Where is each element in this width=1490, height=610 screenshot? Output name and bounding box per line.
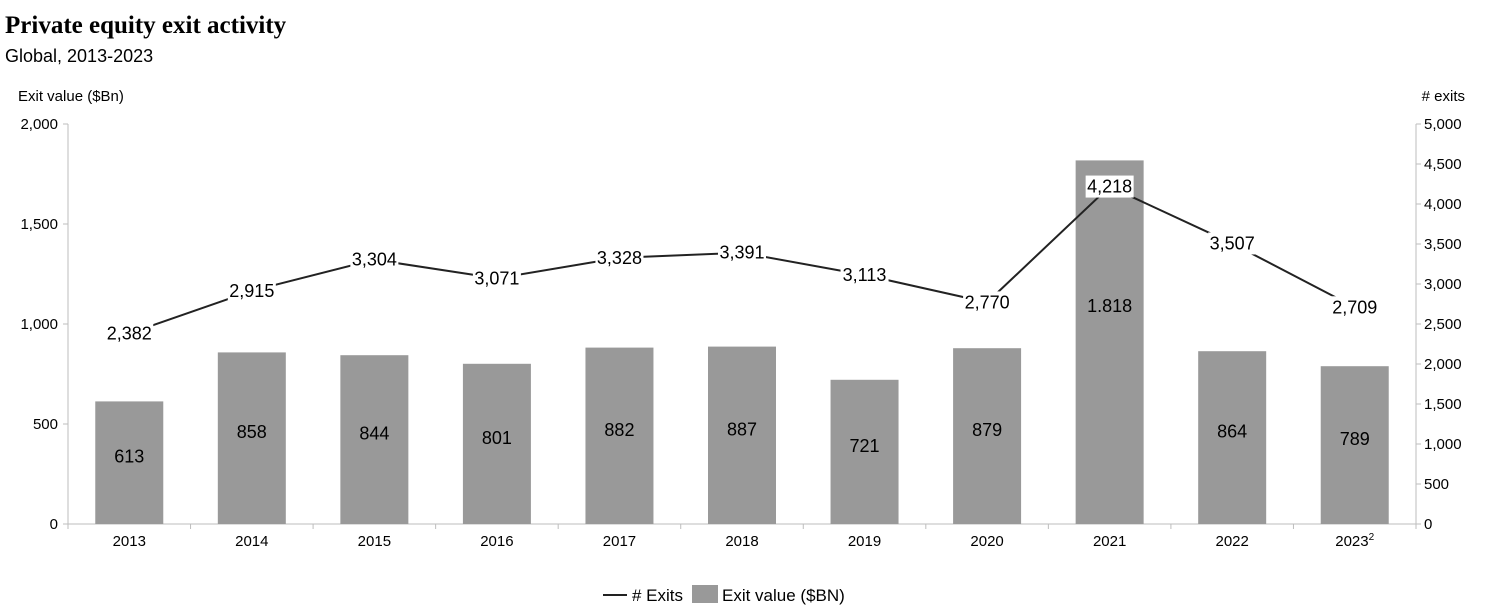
x-tick-label: 2018 bbox=[725, 533, 758, 550]
exits-value-label: 2,770 bbox=[965, 292, 1010, 312]
bar bbox=[340, 355, 409, 524]
exits-label-background bbox=[718, 241, 766, 264]
exits-value-label: 3,328 bbox=[597, 248, 642, 268]
exits-label-background bbox=[472, 267, 521, 290]
exits-label-background bbox=[227, 279, 276, 302]
x-tick-label: 2022 bbox=[1215, 533, 1248, 550]
x-tick-label: 2020 bbox=[970, 533, 1003, 550]
legend-bar-label: Exit value ($BN) bbox=[722, 586, 845, 605]
x-tick-footnote: 2 bbox=[1369, 532, 1375, 543]
y-right-tick-label: 1,000 bbox=[1424, 436, 1462, 453]
exits-label-background bbox=[350, 248, 399, 271]
exits-value-label: 3,071 bbox=[474, 268, 519, 288]
legend-bar-swatch bbox=[692, 585, 718, 603]
y-left-tick-label: 1,000 bbox=[20, 316, 58, 333]
x-tick-label: 2014 bbox=[235, 533, 268, 550]
exits-label-background bbox=[1085, 175, 1134, 198]
bar bbox=[953, 348, 1022, 524]
y-right-tick-label: 3,500 bbox=[1424, 236, 1462, 253]
bar-value-label: 844 bbox=[359, 424, 389, 444]
exits-label-background bbox=[595, 246, 644, 269]
legend: # Exits Exit value ($BN) bbox=[603, 585, 845, 605]
exits-value-label: 2,915 bbox=[229, 281, 274, 301]
exits-value-label: 3,304 bbox=[352, 250, 397, 270]
exits-value-label: 3,113 bbox=[843, 265, 887, 285]
x-tick-label: 2015 bbox=[358, 533, 391, 550]
x-tick-label: 2021 bbox=[1093, 533, 1126, 550]
y-right-tick-label: 500 bbox=[1424, 476, 1449, 493]
exits-label-background bbox=[1330, 296, 1379, 319]
line-group: 2,382 2,915 3,304 3,071 3,328 3,391 3,113 2,770… bbox=[105, 175, 1379, 345]
bar-value-label: 887 bbox=[727, 419, 757, 439]
y-right-tick-label: 4,500 bbox=[1424, 156, 1462, 173]
exits-value-label: 3,391 bbox=[719, 243, 764, 263]
bar-value-label: 1.818 bbox=[1087, 296, 1132, 316]
x-tick-label: 20232 bbox=[1335, 532, 1374, 550]
bar-value-label: 789 bbox=[1340, 429, 1370, 449]
bar bbox=[462, 363, 531, 524]
axes-group: 0 500 1,000 1,500 2,000 0 500 1,000 1,500 2,000 2,… bbox=[18, 88, 1465, 550]
bar bbox=[1075, 160, 1144, 524]
chart-subtitle: Global, 2013-2023 bbox=[5, 46, 154, 66]
exits-label-background bbox=[840, 263, 889, 286]
x-tick-label: 2019 bbox=[848, 533, 881, 550]
y-right-tick-label: 2,000 bbox=[1424, 356, 1462, 373]
exits-value-label: 4,218 bbox=[1087, 177, 1132, 197]
exits-value-label: 2,709 bbox=[1332, 297, 1377, 317]
bar-value-label: 801 bbox=[482, 428, 512, 448]
chart-title: Private equity exit activity bbox=[5, 12, 287, 39]
y-left-tick-label: 0 bbox=[50, 516, 58, 533]
y-right-tick-label: 1,500 bbox=[1424, 396, 1462, 413]
bar-value-label: 858 bbox=[237, 422, 267, 442]
bar bbox=[1198, 351, 1267, 524]
y-left-tick-label: 2,000 bbox=[20, 116, 58, 133]
y-left-tick-label: 500 bbox=[33, 416, 58, 433]
y-right-tick-label: 4,000 bbox=[1424, 196, 1462, 213]
exits-label-background bbox=[105, 322, 154, 345]
y-right-tick-label: 0 bbox=[1424, 516, 1432, 533]
y-right-tick-label: 3,000 bbox=[1424, 276, 1462, 293]
bars-group: 613 858 844 801 882 887 721 879 1.818 864 789 bbox=[95, 160, 1389, 524]
bar bbox=[585, 347, 654, 524]
bar-value-label: 721 bbox=[850, 436, 880, 456]
bar bbox=[217, 352, 286, 524]
y-axis-left-title: Exit value ($Bn) bbox=[18, 88, 124, 105]
exits-value-label: 2,382 bbox=[107, 323, 152, 343]
x-tick-label: 2017 bbox=[603, 533, 636, 550]
bar bbox=[708, 346, 776, 524]
bar bbox=[95, 401, 164, 524]
bar-value-label: 864 bbox=[1217, 422, 1247, 442]
legend-line-label: # Exits bbox=[632, 586, 683, 605]
bar bbox=[830, 379, 899, 524]
exits-label-background bbox=[963, 291, 1012, 314]
bar bbox=[1320, 366, 1389, 524]
y-left-tick-label: 1,500 bbox=[20, 216, 58, 233]
bar-value-label: 882 bbox=[604, 420, 634, 440]
y-right-tick-label: 5,000 bbox=[1424, 116, 1462, 133]
bar-value-label: 879 bbox=[972, 420, 1002, 440]
x-tick-label: 2013 bbox=[113, 533, 146, 550]
exits-value-label: 3,507 bbox=[1210, 233, 1255, 253]
y-axis-right-title: # exits bbox=[1422, 88, 1465, 105]
x-tick-label: 2016 bbox=[480, 533, 513, 550]
bar-value-label: 613 bbox=[114, 447, 144, 467]
y-right-tick-label: 2,500 bbox=[1424, 316, 1462, 333]
exits-label-background bbox=[1208, 232, 1257, 255]
